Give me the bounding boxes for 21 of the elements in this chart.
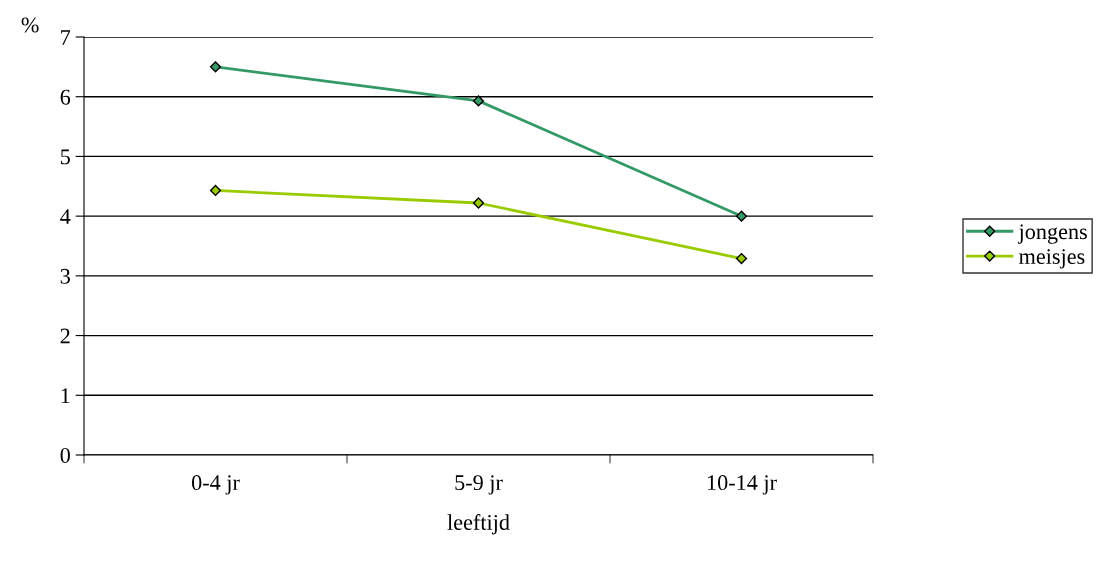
y-tick-label: 3 (60, 268, 70, 284)
y-tick-label: 1 (61, 388, 70, 403)
y-axis-title: % (21, 17, 39, 33)
y-tick-label: 5 (60, 149, 70, 165)
x-tick-label: 5-9 jr (455, 475, 503, 495)
x-tick-label: 0-4 jr (191, 475, 240, 495)
y-tick-label: 7 (61, 30, 71, 45)
legend-label: jongens (1017, 224, 1087, 244)
point (209, 61, 222, 73)
x-tick-label: 10-14 jr (707, 475, 777, 495)
y-tick-label: 0 (60, 447, 70, 463)
point (735, 252, 748, 265)
point (472, 197, 485, 209)
y-tick-label: 2 (60, 328, 70, 344)
point (209, 184, 222, 197)
point (472, 95, 485, 107)
y-tick-label: 6 (60, 89, 71, 105)
point (735, 210, 748, 222)
legend-label: meisjes (1019, 249, 1085, 269)
x-axis-title: leeftijd (447, 514, 510, 535)
y-tick-label: 4 (60, 209, 71, 224)
